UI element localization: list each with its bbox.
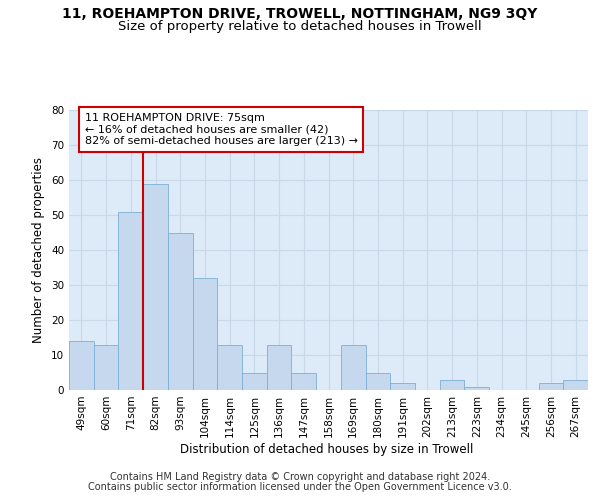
Bar xyxy=(563,380,588,390)
Text: Contains public sector information licensed under the Open Government Licence v3: Contains public sector information licen… xyxy=(88,482,512,492)
Text: Contains HM Land Registry data © Crown copyright and database right 2024.: Contains HM Land Registry data © Crown c… xyxy=(110,472,490,482)
Bar xyxy=(464,386,489,390)
Text: Size of property relative to detached houses in Trowell: Size of property relative to detached ho… xyxy=(118,20,482,33)
Y-axis label: Number of detached properties: Number of detached properties xyxy=(32,157,46,343)
Bar xyxy=(69,341,94,390)
Bar xyxy=(292,372,316,390)
Bar xyxy=(390,383,415,390)
Text: 11, ROEHAMPTON DRIVE, TROWELL, NOTTINGHAM, NG9 3QY: 11, ROEHAMPTON DRIVE, TROWELL, NOTTINGHA… xyxy=(62,8,538,22)
Bar xyxy=(365,372,390,390)
Bar xyxy=(143,184,168,390)
Bar xyxy=(94,344,118,390)
Bar xyxy=(341,344,365,390)
Text: 11 ROEHAMPTON DRIVE: 75sqm
← 16% of detached houses are smaller (42)
82% of semi: 11 ROEHAMPTON DRIVE: 75sqm ← 16% of deta… xyxy=(85,113,358,146)
Text: Distribution of detached houses by size in Trowell: Distribution of detached houses by size … xyxy=(181,442,473,456)
Bar xyxy=(118,212,143,390)
Bar xyxy=(168,232,193,390)
Bar xyxy=(440,380,464,390)
Bar xyxy=(267,344,292,390)
Bar xyxy=(539,383,563,390)
Bar xyxy=(242,372,267,390)
Bar xyxy=(193,278,217,390)
Bar xyxy=(217,344,242,390)
